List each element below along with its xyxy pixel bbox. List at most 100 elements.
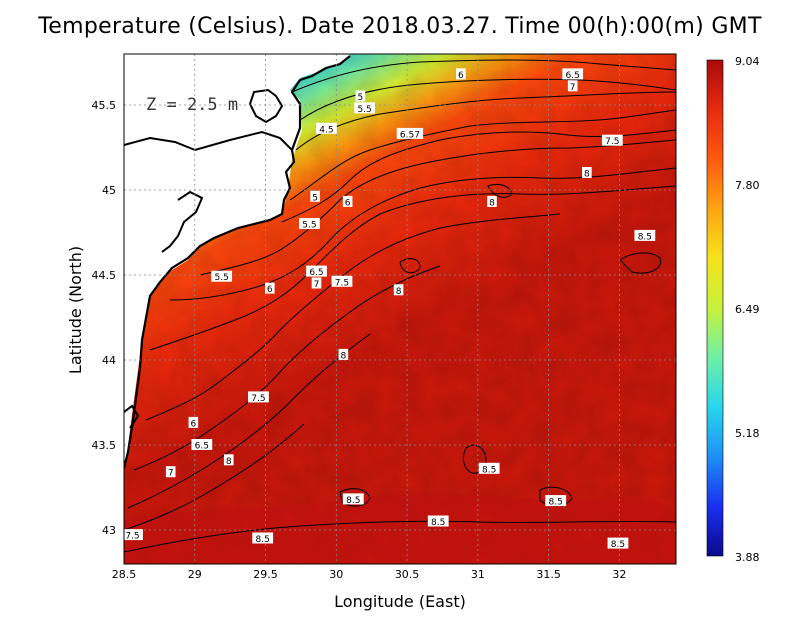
contour-label-box [248, 391, 269, 403]
contour-label: 7.5 [251, 394, 265, 404]
x-tick-label: 31 [471, 568, 485, 581]
contour-label-box [188, 416, 199, 428]
contour-label-box [634, 229, 656, 241]
colorbar-label: 5.18 [735, 427, 760, 440]
colorbar [706, 59, 724, 557]
x-tick-label: 28.5 [112, 568, 137, 581]
y-tick-label: 43 [102, 524, 116, 537]
contour-label: 7 [168, 469, 174, 479]
isotherm-contours [124, 59, 676, 553]
contour-label: 7 [314, 280, 320, 290]
contour-label-box [310, 190, 320, 202]
contour-label-box [354, 102, 376, 114]
contour-label: 6.57 [400, 130, 420, 140]
contour-label: 5.5 [214, 273, 228, 283]
contour-label: 6.5 [195, 442, 209, 452]
y-axis-label: Latitude (North) [66, 246, 85, 374]
x-tick-label: 29.5 [253, 568, 278, 581]
coastline-north [124, 130, 293, 152]
colorbar-label: 7.80 [735, 179, 760, 192]
colorbar-label: 6.49 [735, 303, 760, 316]
contour-label: 8.5 [256, 535, 270, 545]
contour-label-box [355, 90, 366, 102]
contour-label-box [211, 270, 233, 282]
contour-label-box [311, 277, 322, 289]
contour-label-box [545, 495, 567, 507]
x-tick-label: 30 [329, 568, 343, 581]
contour-label-box [582, 167, 592, 178]
contour-label: 6.5 [309, 268, 323, 278]
contour-label-box [124, 529, 143, 541]
contour-label-box [299, 218, 320, 229]
contour-label: 5 [312, 193, 318, 203]
coastline-lagoon [161, 190, 204, 253]
contour-label-box [427, 515, 449, 527]
contour-label: 5.5 [302, 221, 316, 231]
contour-label-box [456, 68, 466, 80]
contour-label: 8 [226, 457, 232, 467]
contour-label: 8 [584, 170, 590, 180]
contour-label: 8 [396, 287, 402, 297]
contour-label-box [264, 282, 275, 294]
x-tick-label: 32 [612, 568, 626, 581]
contour-label: 8.5 [549, 498, 563, 508]
x-tick-labels: 28.5 29 29.5 30 30.5 31 31.5 32 [112, 568, 627, 581]
contour-label-box [338, 348, 349, 360]
x-tick-label: 31.5 [536, 568, 561, 581]
x-tick-label: 29 [188, 568, 202, 581]
coastline-bay [124, 404, 140, 429]
contour-label-box [223, 454, 234, 466]
contour-label: 8 [341, 351, 347, 361]
y-tick-label: 44.5 [92, 269, 117, 282]
contour-label-box [306, 265, 327, 277]
contour-label-box [331, 275, 353, 287]
contour-label: 7.5 [125, 532, 139, 542]
contour-label: 5 [358, 93, 364, 103]
contour-label-box [316, 122, 337, 134]
contour-label: 7 [570, 83, 576, 93]
contour-label-box [601, 134, 623, 146]
coastline [124, 55, 351, 469]
contour-label: 8.5 [482, 465, 496, 475]
contour-label-box [562, 68, 584, 80]
contour-label: 6 [345, 198, 351, 208]
contour-label: 5.5 [357, 105, 371, 115]
coastline-delta [248, 88, 284, 124]
y-tick-label: 45 [102, 184, 116, 197]
contour-label: 7.5 [605, 137, 619, 147]
contour-label-box [342, 195, 353, 207]
contour-label-box [252, 532, 274, 544]
y-tick-label: 43.5 [92, 439, 117, 452]
contour-label: 6.5 [566, 71, 580, 81]
warm-patch [124, 493, 676, 564]
contour-label-box [607, 537, 629, 549]
contour-label: 8.5 [346, 496, 360, 506]
land-mask [124, 54, 350, 470]
colorbar-labels: 9.04 7.80 6.49 5.18 3.88 [735, 55, 760, 564]
y-tick-label: 44 [102, 354, 116, 367]
contour-label-box [191, 439, 213, 450]
y-tick-labels: 43 43.5 44 44.5 45 45.5 [92, 99, 117, 537]
contour-label: 4.5 [319, 125, 333, 135]
contour-label-box [487, 195, 497, 207]
contour-label: 8.5 [611, 540, 625, 550]
contour-label: 6 [267, 285, 273, 295]
y-tick-label: 45.5 [92, 99, 117, 112]
x-tick-label: 30.5 [395, 568, 420, 581]
contour-label: 8.5 [431, 518, 445, 528]
depth-label: Z = 2.5 m [146, 95, 238, 115]
contour-label-box [396, 127, 424, 139]
colorbar-label: 3.88 [735, 551, 760, 564]
contour-label: 7.5 [335, 278, 349, 288]
map-title: Temperature (Celsius). Date 2018.03.27. … [38, 14, 762, 39]
contour-label-box [165, 466, 176, 478]
contour-label-box [342, 493, 364, 505]
contour-label: 8 [489, 198, 495, 208]
contour-label-box [393, 284, 404, 296]
contour-label-box [478, 462, 500, 474]
contour-label-box [567, 80, 578, 92]
colorbar-label: 9.04 [735, 55, 760, 68]
